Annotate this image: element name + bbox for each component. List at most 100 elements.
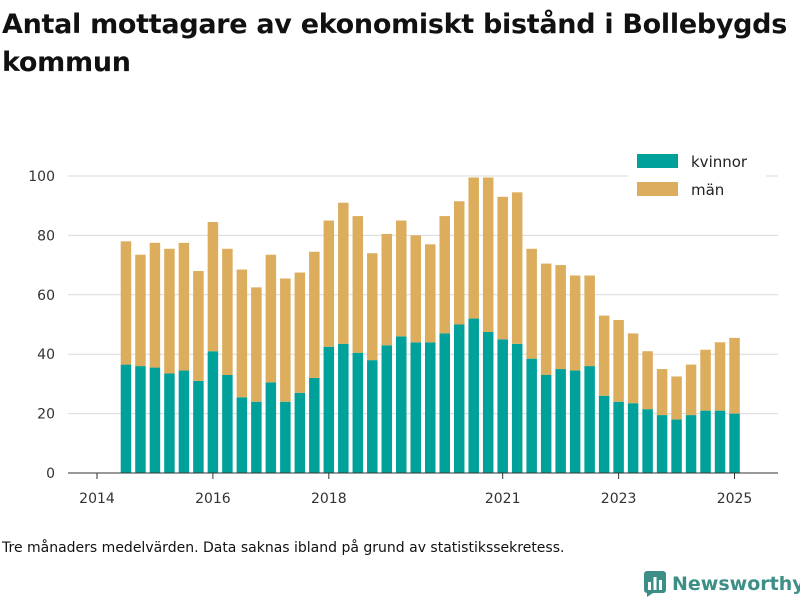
bar-man — [193, 271, 204, 381]
bar-man — [482, 177, 494, 332]
bar-kvinnor — [584, 366, 595, 473]
bar-kvinnor — [352, 352, 364, 473]
bar-man — [497, 196, 508, 340]
bar-man — [569, 275, 581, 371]
bar-man — [627, 333, 639, 404]
x-tick-label: 2018 — [311, 491, 347, 507]
bar-kvinnor — [598, 395, 610, 473]
bar-man — [468, 177, 479, 319]
bar-man — [265, 254, 277, 383]
bar-kvinnor — [323, 346, 335, 473]
bar-man — [352, 216, 364, 353]
bar-man — [700, 349, 711, 411]
bar-kvinnor — [222, 374, 233, 473]
bar-man — [642, 351, 653, 410]
newsworthy-logo[interactable]: Newsworthy — [644, 570, 800, 598]
bar-kvinnor — [439, 333, 450, 473]
legend: kvinnor män — [628, 147, 766, 207]
bar-man — [453, 201, 465, 325]
x-tick-label: 2016 — [195, 491, 231, 507]
bar-man — [584, 275, 595, 367]
bar-man — [323, 220, 335, 347]
legend-label: kvinnor — [691, 153, 748, 171]
bar-kvinnor — [120, 364, 132, 473]
bar-kvinnor — [309, 377, 320, 473]
bar-man — [367, 253, 378, 361]
y-tick-label: 80 — [37, 228, 55, 244]
bar-man — [685, 364, 697, 416]
bar-chart-logo-icon — [644, 571, 666, 597]
bars — [120, 177, 740, 473]
bar-kvinnor — [453, 324, 465, 473]
brand-name: Newsworthy — [672, 573, 800, 595]
bar-kvinnor — [613, 401, 624, 473]
bar-kvinnor — [700, 410, 711, 473]
x-axis: 2014 2016 2018 2021 2023 2025 — [68, 472, 778, 507]
bar-man — [207, 222, 219, 352]
bar-kvinnor — [135, 366, 146, 473]
y-tick-label: 0 — [46, 466, 55, 482]
bar-kvinnor — [671, 419, 682, 473]
bar-kvinnor — [207, 351, 219, 473]
bar-kvinnor — [468, 318, 479, 473]
bar-kvinnor — [280, 401, 291, 473]
bar-man — [424, 244, 436, 343]
x-tick-label: 2025 — [717, 491, 753, 507]
bar-kvinnor — [294, 392, 306, 473]
y-tick-label: 40 — [37, 347, 55, 363]
legend-label: män — [691, 181, 724, 199]
bar-man — [236, 269, 248, 398]
bar-man — [280, 278, 291, 402]
bar-man — [555, 265, 566, 370]
bar-man — [410, 235, 422, 343]
bar-man — [178, 242, 190, 371]
bar-kvinnor — [164, 373, 175, 473]
bar-kvinnor — [265, 382, 277, 473]
bar-man — [149, 242, 161, 368]
bar-kvinnor — [627, 403, 639, 473]
y-tick-label: 20 — [37, 407, 55, 423]
bar-kvinnor — [526, 358, 537, 473]
bar-kvinnor — [338, 343, 349, 473]
bar-kvinnor — [381, 345, 393, 473]
bar-man — [222, 248, 233, 375]
bar-man — [251, 287, 262, 402]
bar-man — [729, 337, 740, 414]
bar-kvinnor — [424, 342, 436, 473]
x-tick-label: 2023 — [601, 491, 637, 507]
legend-swatch-man — [637, 182, 678, 196]
y-axis: 0 20 40 60 80 100 — [28, 169, 55, 482]
bar-kvinnor — [178, 370, 190, 473]
bar-man — [294, 272, 306, 393]
bar-kvinnor — [540, 374, 552, 473]
bar-kvinnor — [410, 342, 422, 473]
bar-man — [526, 248, 537, 359]
bar-kvinnor — [642, 409, 653, 473]
bar-man — [120, 241, 132, 365]
bar-kvinnor — [685, 415, 697, 473]
bar-man — [714, 342, 726, 411]
bar-kvinnor — [367, 360, 378, 473]
bar-kvinnor — [251, 401, 262, 473]
bar-man — [671, 376, 682, 420]
x-tick-label: 2014 — [79, 491, 115, 507]
bar-man — [598, 315, 610, 396]
bar-kvinnor — [511, 343, 523, 473]
x-tick-label: 2021 — [485, 491, 521, 507]
bar-kvinnor — [149, 367, 161, 473]
bar-kvinnor — [193, 380, 204, 473]
chart-caption: Tre månaders medelvärden. Data saknas ib… — [2, 540, 565, 556]
bar-kvinnor — [236, 397, 248, 473]
bar-man — [511, 192, 523, 344]
bar-man — [381, 233, 393, 346]
bar-man — [613, 320, 624, 402]
y-tick-label: 100 — [28, 169, 55, 185]
bar-man — [309, 251, 320, 378]
bar-kvinnor — [497, 339, 508, 473]
bar-kvinnor — [656, 415, 668, 473]
chart-title: Antal mottagare av ekonomiskt bistånd i … — [2, 9, 787, 78]
bar-man — [540, 263, 552, 375]
bar-kvinnor — [569, 370, 581, 473]
bar-kvinnor — [555, 369, 566, 473]
